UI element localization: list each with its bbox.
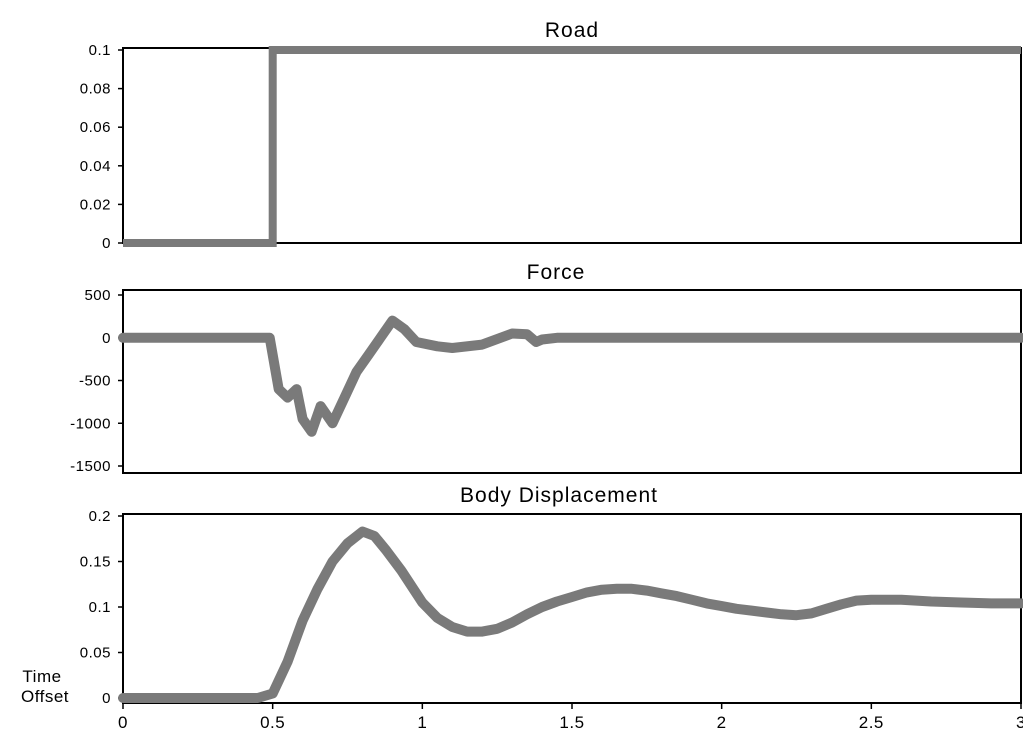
road-panel: Road 0.1 0.08 0.06 0.04 0.02 0 — [80, 19, 1022, 252]
body-displacement-series-line — [118, 526, 1023, 703]
body-displacement-panel: Body Displacement 0.2 0.15 0.1 0.05 0 0 0.5 1 1… — [80, 484, 1023, 732]
road-ytick-label: 0.06 — [80, 119, 111, 136]
force-plot-frame — [122, 289, 1022, 474]
force-panel: Force 500 0 -500 -1000 -1500 — [70, 261, 1023, 475]
road-ytick-label: 0.04 — [80, 158, 111, 175]
force-ytick-label: -500 — [79, 373, 111, 390]
body-ytick-label: 0.05 — [80, 645, 111, 662]
xtick-label: 2 — [717, 713, 727, 732]
body-ytick-label: 0 — [102, 690, 111, 707]
road-plot-frame — [122, 47, 1022, 244]
xtick-label: 1 — [417, 713, 427, 732]
body-displacement-plot-frame — [122, 513, 1022, 704]
body-displacement-title: Body Displacement — [460, 484, 658, 507]
xtick-label: 2.5 — [859, 713, 884, 732]
xtick-label: 0 — [118, 713, 128, 732]
xtick-label: 1.5 — [559, 713, 584, 732]
xtick-label: 0.5 — [260, 713, 285, 732]
force-ytick-label: 0 — [102, 330, 111, 347]
xtick-label: 3 — [1016, 713, 1023, 732]
force-ytick-label: -1000 — [70, 415, 111, 432]
road-ytick-label: 0.1 — [89, 42, 111, 59]
road-title: Road — [545, 19, 599, 42]
offset-label: Offset — [21, 687, 69, 706]
time-label: Time — [22, 667, 61, 686]
force-ytick-label: 500 — [84, 287, 111, 304]
road-ytick-label: 0.08 — [80, 81, 111, 98]
force-series-line — [118, 315, 1023, 437]
body-ytick-label: 0.1 — [89, 599, 111, 616]
force-ytick-label: -1500 — [70, 458, 111, 475]
body-ytick-label: 0.2 — [89, 508, 111, 525]
road-series-line — [123, 46, 1021, 247]
road-ytick-label: 0.02 — [80, 196, 111, 213]
body-ytick-label: 0.15 — [80, 554, 111, 571]
force-title: Force — [527, 261, 586, 284]
road-ytick-label: 0 — [102, 235, 111, 252]
